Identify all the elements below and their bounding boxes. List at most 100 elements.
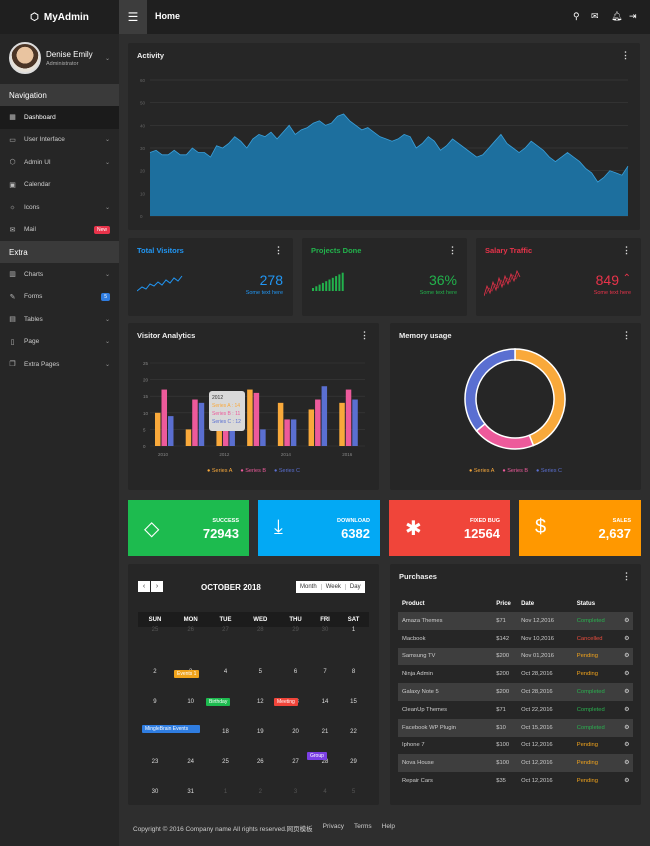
sales-tile[interactable]: $ SALES 2,637: [519, 500, 641, 556]
download-tile[interactable]: ⤓ DOWNLOAD 6382: [258, 500, 380, 556]
settings-icon[interactable]: ⚙: [624, 706, 630, 713]
calendar-day[interactable]: 24: [187, 759, 195, 765]
view-week-button[interactable]: Week: [320, 584, 345, 590]
calendar-day[interactable]: 25: [222, 759, 229, 765]
calendar-day[interactable]: 22: [350, 729, 357, 735]
sidebar-item-calendar[interactable]: ▣ Calendar: [0, 174, 119, 197]
calendar-day[interactable]: 9: [153, 699, 157, 705]
calendar-day[interactable]: 6: [293, 669, 298, 675]
calendar-day[interactable]: 15: [350, 699, 357, 705]
calendar-day[interactable]: 2: [153, 669, 157, 675]
calendar-day[interactable]: 23: [151, 759, 159, 765]
next-month-icon[interactable]: ›: [151, 581, 163, 592]
more-icon[interactable]: ⋮: [448, 245, 457, 255]
calendar-day[interactable]: 31: [187, 789, 195, 795]
hamburger-icon[interactable]: ☰: [119, 0, 147, 34]
footer-link-help[interactable]: Help: [381, 823, 396, 830]
chevron-down-icon[interactable]: ⌄: [104, 56, 110, 62]
calendar-day[interactable]: 1: [223, 789, 228, 795]
settings-icon[interactable]: ⚙: [624, 742, 630, 749]
calendar-day[interactable]: 14: [321, 699, 329, 705]
calendar-day[interactable]: 2: [258, 789, 262, 795]
calendar-event[interactable]: Meeting: [274, 698, 298, 706]
settings-icon[interactable]: ⚙: [624, 671, 630, 678]
settings-icon[interactable]: ⚙: [624, 754, 633, 773]
table-row[interactable]: CleanUp Themes $71 Oct 22,2016 Completed ⚙: [398, 701, 633, 719]
calendar-day[interactable]: 26: [187, 627, 195, 633]
calendar-day[interactable]: 12: [256, 699, 264, 705]
table-row[interactable]: Ninja Admin $200 Oct 28,2016 Pending ⚙: [398, 665, 633, 683]
sidebar-item-extra-pages[interactable]: ❐ Extra Pages ⌄: [0, 353, 119, 376]
user-profile[interactable]: Denise Emily Administrator ⌄: [0, 34, 119, 84]
search-icon[interactable]: ⚲: [573, 11, 580, 21]
more-icon[interactable]: ⋮: [274, 245, 283, 255]
settings-icon[interactable]: ⚙: [624, 612, 633, 630]
view-day-button[interactable]: Day: [344, 584, 365, 590]
bug-tile[interactable]: ✱ FIXED BUG 12564: [389, 500, 510, 556]
prev-month-icon[interactable]: ‹: [138, 581, 150, 592]
table-row[interactable]: Nova House $100 Oct 12,2016 Pending ⚙: [398, 754, 633, 773]
calendar-day[interactable]: 7: [323, 669, 327, 675]
calendar-day[interactable]: 21: [321, 729, 329, 735]
calendar-day[interactable]: 30: [151, 789, 159, 795]
more-icon[interactable]: ⋮: [622, 571, 631, 581]
success-tile[interactable]: ◇ SUCCESS 72943: [128, 500, 249, 556]
footer-link-privacy[interactable]: Privacy: [322, 823, 344, 830]
calendar-day[interactable]: 30: [321, 627, 329, 633]
logout-icon[interactable]: ⇥: [629, 11, 637, 21]
calendar-day[interactable]: 19: [256, 729, 264, 735]
calendar-day[interactable]: 27: [292, 759, 299, 765]
mail-icon[interactable]: ✉: [591, 11, 599, 21]
calendar-day[interactable]: 4: [323, 789, 327, 795]
table-row[interactable]: Macbook $142 Nov 10,2016 Cancelled ⚙: [398, 630, 633, 648]
table-row[interactable]: Galaxy Note 5 $200 Oct 28,2016 Completed ⚙: [398, 683, 633, 701]
calendar-day[interactable]: 27: [222, 627, 229, 633]
settings-icon[interactable]: ⚙: [624, 647, 633, 666]
calendar-day[interactable]: 5: [351, 789, 356, 795]
calendar-event[interactable]: Birthday: [206, 698, 231, 706]
settings-icon[interactable]: ⚙: [624, 778, 630, 785]
table-row[interactable]: Facebook WP Plugin $10 Oct 15,2016 Complete…: [398, 718, 633, 737]
sidebar-item-dashboard[interactable]: ▦ Dashboard: [0, 106, 119, 129]
calendar-day[interactable]: 29: [292, 627, 299, 633]
calendar-event[interactable]: Events 1: [174, 670, 200, 678]
more-icon[interactable]: ⋮: [360, 330, 369, 340]
calendar-day[interactable]: 1: [351, 627, 356, 633]
more-icon[interactable]: ⋮: [621, 50, 630, 60]
brand-logo[interactable]: ⬡ MyAdmin: [0, 0, 119, 34]
calendar-day[interactable]: 20: [292, 729, 299, 735]
sidebar-item-page[interactable]: ▯ Page ⌄: [0, 331, 119, 354]
sidebar-item-user-interface[interactable]: ▭ User Interface ⌄: [0, 129, 119, 152]
sidebar-item-charts[interactable]: ▥ Charts ⌄: [0, 263, 119, 286]
sidebar-item-mail[interactable]: ✉ Mail New: [0, 219, 119, 242]
calendar-day[interactable]: 18: [222, 729, 229, 735]
settings-icon[interactable]: ⚙: [624, 718, 633, 737]
table-row[interactable]: Amaza Themes $71 Nov 12,2016 Completed ⚙: [398, 612, 633, 630]
calendar-day[interactable]: 26: [256, 759, 264, 765]
calendar-event[interactable]: MingleBrain Events: [142, 725, 200, 733]
calendar-day[interactable]: 8: [351, 669, 356, 675]
table-row[interactable]: Samsung TV $200 Nov 01,2016 Pending ⚙: [398, 647, 633, 666]
sidebar-item-admin-ui[interactable]: ⬡ Admin UI ⌄: [0, 151, 119, 174]
bell-icon[interactable]: 🔔︎: [611, 11, 623, 21]
settings-icon[interactable]: ⚙: [624, 683, 633, 701]
calendar-day[interactable]: 4: [223, 669, 228, 675]
calendar-day[interactable]: 28: [256, 627, 264, 633]
calendar-day[interactable]: 10: [187, 699, 195, 705]
calendar-day[interactable]: 28: [321, 759, 329, 765]
more-icon[interactable]: ⋮: [622, 245, 631, 255]
sidebar-item-tables[interactable]: ▤ Tables ⌄: [0, 308, 119, 331]
calendar-day[interactable]: 5: [258, 669, 262, 675]
settings-icon[interactable]: ⚙: [624, 635, 630, 642]
calendar-event[interactable]: Group: [307, 752, 327, 760]
view-month-button[interactable]: Month: [300, 584, 317, 590]
table-row[interactable]: Iphone 7 $100 Oct 12,2016 Pending ⚙: [398, 737, 633, 755]
sidebar-item-forms[interactable]: ✎ Forms 5: [0, 286, 119, 309]
sidebar-item-icons[interactable]: ☼ Icons ⌄: [0, 196, 119, 219]
table-row[interactable]: Repair Cars $35 Oct 12,2016 Pending ⚙: [398, 772, 633, 790]
more-icon[interactable]: ⋮: [622, 330, 631, 340]
calendar-day[interactable]: 29: [350, 759, 357, 765]
calendar-day[interactable]: 3: [293, 789, 298, 795]
footer-link-terms[interactable]: Terms: [353, 823, 372, 830]
calendar-day[interactable]: 25: [151, 627, 159, 633]
